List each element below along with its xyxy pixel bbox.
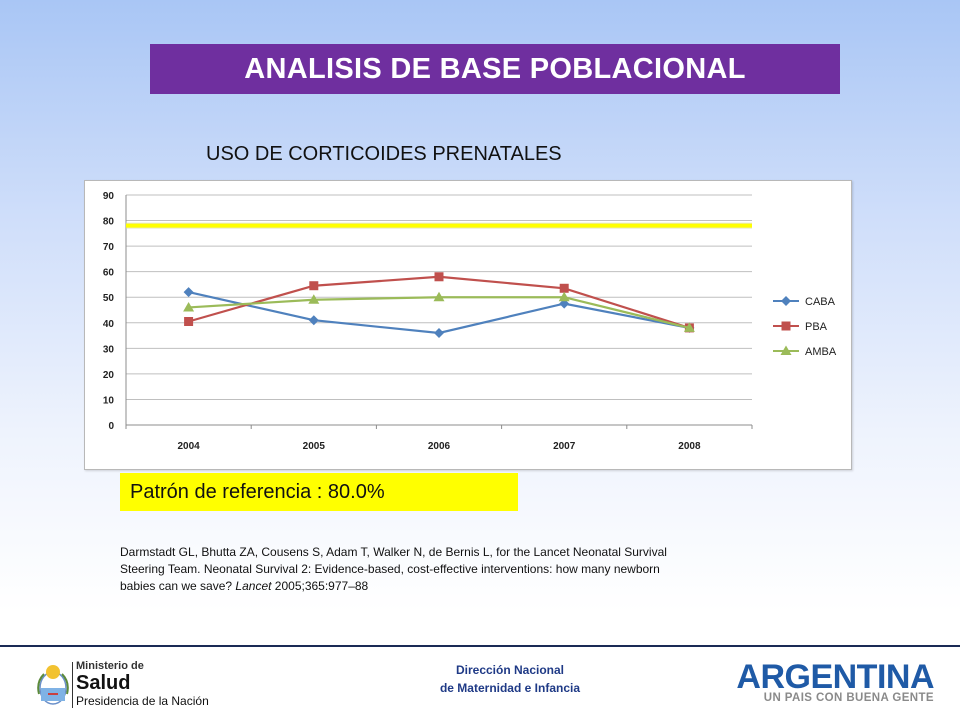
- y-tick-label: 80: [103, 217, 115, 228]
- x-tick-label: 2004: [177, 441, 200, 452]
- ministry-name: Salud: [76, 672, 131, 694]
- logo-divider: [72, 662, 73, 708]
- data-point-pba: [434, 272, 444, 282]
- chart-canvas: 0 10 20 30 40 50 60 70 80 90 2004 2005 2006 2007 2008 C…: [103, 191, 837, 452]
- legend-marker-caba: [781, 296, 791, 306]
- footer-divider: [0, 645, 960, 647]
- y-tick-label: 0: [108, 421, 114, 432]
- legend-label-pba: PBA: [805, 321, 828, 333]
- y-tick-label: 20: [103, 370, 115, 381]
- ministry-label: Ministerio de: [76, 660, 144, 672]
- reference-pattern-label: Patrón de referencia : 80.0%: [130, 480, 385, 503]
- data-point-amba: [683, 322, 695, 332]
- data-point-caba: [183, 287, 194, 298]
- x-tick-label: 2007: [553, 441, 576, 452]
- footer-department: Dirección Nacional de Maternidad e Infan…: [380, 661, 640, 697]
- legend-marker-pba: [781, 321, 791, 331]
- citation: Darmstadt GL, Bhutta ZA, Cousens S, Adam…: [120, 544, 680, 595]
- data-point-caba: [308, 315, 319, 326]
- y-tick-label: 60: [103, 268, 115, 279]
- y-tick-label: 10: [103, 395, 115, 406]
- data-point-amba: [558, 291, 570, 302]
- national-coat-of-arms-icon: [37, 665, 69, 705]
- argentina-logo: ARGENTINA UN PAIS CON BUENA GENTE: [736, 658, 938, 708]
- y-tick-label: 90: [103, 191, 115, 202]
- citation-details: 2005;365:977–88: [274, 579, 369, 593]
- data-point-amba: [433, 291, 445, 302]
- x-tick-label: 2005: [303, 441, 326, 452]
- y-tick-label: 50: [103, 293, 115, 304]
- legend-label-amba: AMBA: [805, 346, 837, 358]
- y-tick-label: 30: [103, 344, 115, 355]
- legend-marker-amba: [780, 345, 792, 355]
- line-chart: 0 10 20 30 40 50 60 70 80 90 2004 2005 2006 2007 2008 C…: [84, 180, 852, 470]
- y-tick-label: 40: [103, 319, 115, 330]
- legend-label-caba: CABA: [805, 296, 836, 308]
- slide-title: ANALISIS DE BASE POBLACIONAL: [150, 44, 840, 94]
- data-point-amba: [183, 301, 195, 312]
- citation-text: Darmstadt GL, Bhutta ZA, Cousens S, Adam…: [120, 545, 667, 593]
- presidency-label: Presidencia de la Nación: [76, 694, 209, 708]
- data-point-pba: [559, 283, 569, 293]
- footer-line-2: de Maternidad e Infancia: [439, 681, 581, 695]
- data-point-pba: [309, 281, 319, 291]
- chart-subtitle: USO DE CORTICOIDES PRENATALES: [206, 143, 562, 165]
- data-point-caba: [434, 328, 444, 338]
- argentina-slogan: UN PAIS CON BUENA GENTE: [763, 692, 934, 704]
- footer-line-1: Dirección Nacional: [455, 663, 565, 677]
- reference-pattern-box: Patrón de referencia : 80.0%: [120, 473, 518, 511]
- data-point-amba: [308, 294, 320, 304]
- x-tick-label: 2008: [678, 441, 701, 452]
- data-point-pba: [184, 317, 194, 326]
- argentina-wordmark: ARGENTINA: [736, 658, 934, 696]
- citation-journal: Lancet: [235, 579, 272, 593]
- x-tick-label: 2006: [428, 441, 451, 452]
- ministry-logo: Ministerio de Salud Presidencia de la Na…: [36, 658, 226, 714]
- y-tick-label: 70: [103, 242, 115, 253]
